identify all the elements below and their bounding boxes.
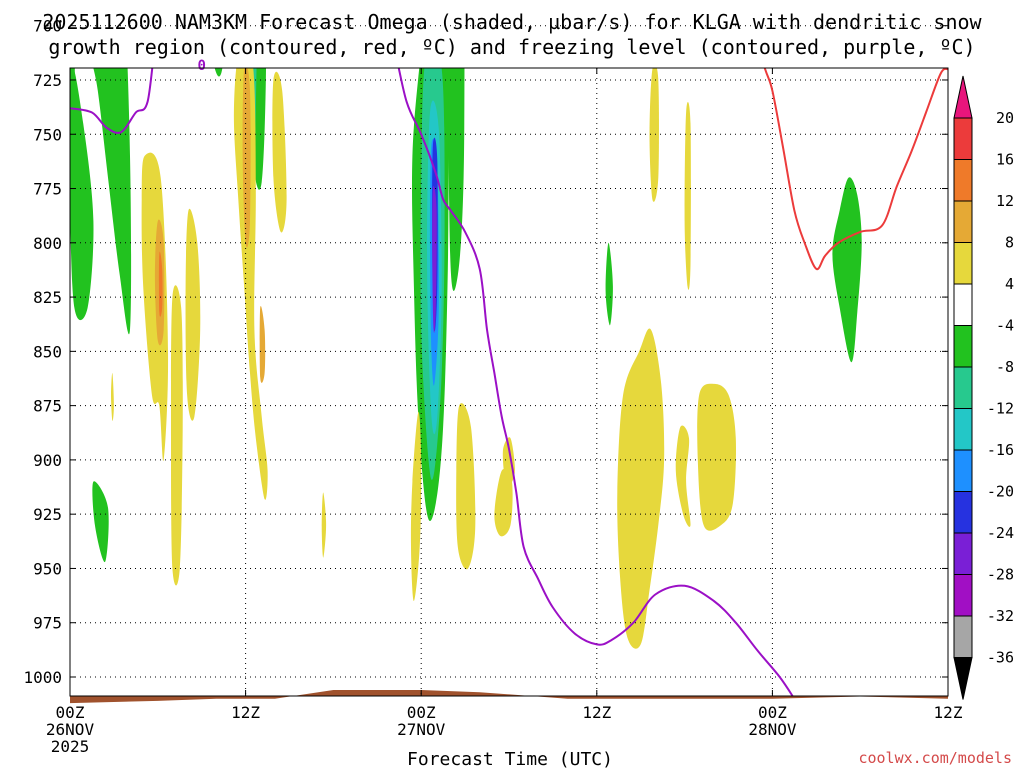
colorbar-bin	[953, 117, 973, 160]
x-tick-label: 26NOV	[46, 720, 95, 739]
colorbar: 20 16 12 8 4 -4 -8 -12 -16 -20 -24 -28 -32 -36	[953, 75, 1014, 700]
contour-labels: -12-1200	[197, 58, 205, 74]
omega-region	[185, 208, 201, 421]
x-tick-label: 00Z	[56, 703, 85, 722]
chart-title-line1: 2025112600 NAM3KM Forecast Omega (shaded…	[42, 10, 982, 34]
x-tick-label: 00Z	[758, 703, 787, 722]
gridlines	[69, 25, 949, 696]
x-tick-label: 12Z	[582, 703, 611, 722]
colorbar-bin	[953, 491, 973, 534]
omega-region	[158, 251, 163, 317]
chart-title-line2: growth region (contoured, red, ºC) and f…	[48, 35, 975, 59]
omega-region	[605, 242, 613, 326]
y-tick-label: 850	[33, 342, 62, 361]
omega-region	[259, 306, 266, 383]
omega-region	[832, 177, 862, 363]
omega-region	[92, 481, 109, 563]
colorbar-bin	[953, 242, 973, 285]
y-tick-label: 900	[33, 451, 62, 470]
contour-lines	[70, 68, 948, 696]
y-tick-label: 950	[33, 559, 62, 578]
colorbar-bin	[953, 283, 973, 326]
colorbar-label: 4	[1005, 275, 1014, 293]
omega-region	[649, 68, 659, 202]
omega-region	[233, 68, 268, 500]
omega-region	[432, 186, 437, 333]
colorbar-bin	[953, 325, 973, 368]
colorbar-label: -8	[996, 358, 1014, 376]
omega-region	[69, 0, 82, 8]
colorbar-bin	[953, 449, 973, 492]
colorbar-label: 16	[996, 151, 1014, 169]
omega-region	[242, 68, 251, 248]
y-tick-label: 800	[33, 234, 62, 253]
y-axis: 5255505756006256506757007257507758008258…	[23, 17, 948, 687]
omega-region	[214, 68, 223, 77]
contour-dgz_upper_right	[763, 68, 948, 271]
colorbar-top-arrow	[953, 75, 973, 119]
omega-region	[410, 411, 422, 601]
omega-region	[447, 68, 465, 291]
y-tick-label: 975	[33, 614, 62, 633]
y-tick-label: 700	[33, 17, 62, 36]
omega-region	[617, 328, 665, 649]
colorbar-label: -4	[996, 317, 1014, 335]
contour-freezing_level	[70, 68, 794, 696]
colorbar-label: -28	[987, 566, 1014, 584]
omega-region	[675, 425, 691, 527]
y-tick-label: 925	[33, 505, 62, 524]
x-tick-label: 2025	[51, 737, 90, 756]
omega-region	[70, 68, 94, 321]
x-tick-label: 00Z	[407, 703, 436, 722]
y-tick-label: 875	[33, 397, 62, 416]
omega-region	[93, 68, 132, 335]
colorbar-label: -36	[987, 649, 1014, 667]
omega-region	[170, 285, 183, 586]
colorbar-label: -12	[987, 400, 1014, 418]
x-tick-label: 27NOV	[397, 720, 446, 739]
colorbar-bin	[953, 159, 973, 202]
y-tick-label: 1000	[23, 668, 62, 687]
omega-region	[684, 102, 691, 290]
omega-region	[502, 437, 515, 487]
omega-region	[321, 492, 327, 558]
credit-text: coolwx.com/models	[858, 749, 1012, 767]
colorbar-label: 8	[1005, 234, 1014, 252]
omega-shading	[69, 0, 862, 649]
x-tick-label: 28NOV	[748, 720, 797, 739]
colorbar-label: -32	[987, 607, 1014, 625]
y-tick-label: 825	[33, 288, 62, 307]
terrain-fill	[70, 690, 948, 704]
omega-region	[111, 372, 114, 422]
colorbar-bottom-arrow	[953, 657, 973, 700]
x-axis-label: Forecast Time (UTC)	[407, 749, 613, 768]
x-tick-label: 12Z	[934, 703, 963, 722]
colorbar-bin	[953, 200, 973, 243]
omega-region	[272, 71, 287, 233]
colorbar-bin	[953, 532, 973, 575]
y-tick-label: 775	[33, 180, 62, 199]
colorbar-bin	[953, 408, 973, 451]
contour-label: 0	[197, 58, 205, 74]
omega-region	[697, 383, 736, 531]
colorbar-label: -24	[987, 524, 1014, 542]
colorbar-bin	[953, 366, 973, 409]
terrain-area	[70, 690, 948, 704]
y-tick-label: 725	[33, 71, 62, 90]
colorbar-bin	[953, 574, 973, 617]
colorbar-label: 20	[996, 109, 1014, 127]
colorbar-label: 12	[996, 192, 1014, 210]
plot-frame	[69, 67, 949, 697]
x-tick-label: 12Z	[231, 703, 260, 722]
colorbar-label: -16	[987, 441, 1014, 459]
y-tick-label: 750	[33, 125, 62, 144]
colorbar-label: -20	[987, 483, 1014, 501]
colorbar-bin	[953, 615, 973, 658]
omega-region	[456, 403, 476, 570]
